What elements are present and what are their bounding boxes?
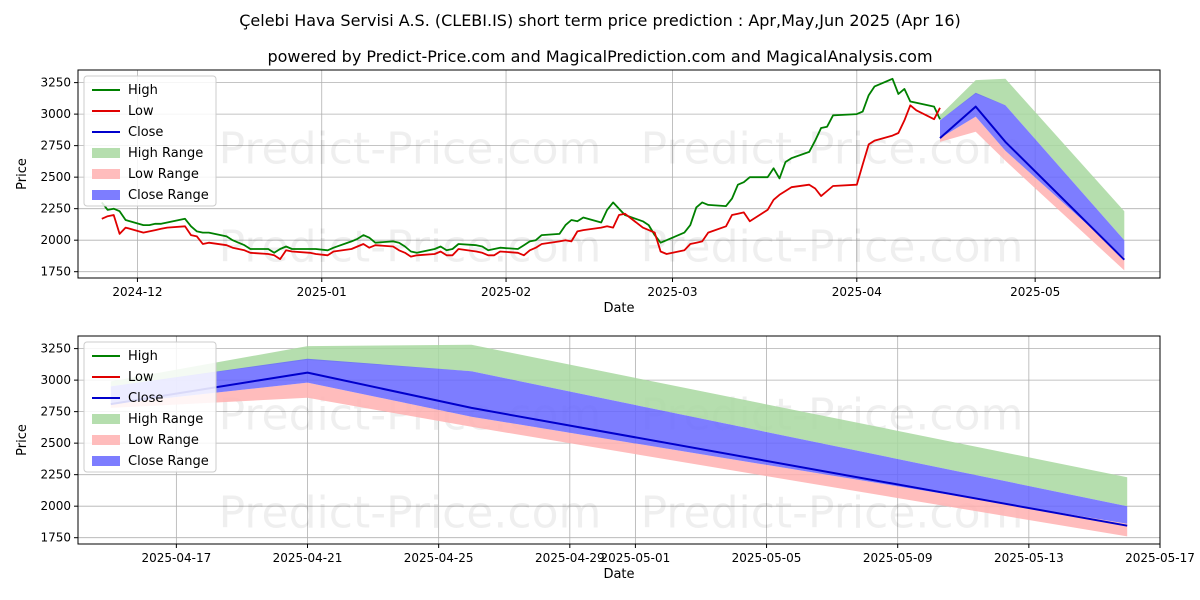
legend-label: Close Range <box>128 454 209 469</box>
axes-frame <box>77 69 1161 279</box>
x-tick-label: 2025-03 <box>647 285 697 299</box>
watermark-text: Predict-Price.com <box>641 221 1024 272</box>
legend-label: Close Range <box>128 188 209 203</box>
y-tick-label: 2250 <box>40 468 71 482</box>
watermark-text: Predict-Price.com <box>219 487 602 538</box>
legend-patch-swatch <box>92 169 120 179</box>
x-tick-label: 2025-05-09 <box>863 551 933 565</box>
legend-label: High <box>128 349 158 364</box>
x-tick-label: 2024-12 <box>112 285 162 299</box>
y-tick-label: 2250 <box>40 202 71 216</box>
y-tick-label: 2000 <box>40 233 71 247</box>
low-range-band <box>940 116 1125 271</box>
tick-labels: 2025-04-17 2025-04-21 2025-04-25 2025-04-29… <box>40 342 1194 565</box>
high-line <box>101 77 941 254</box>
y-tick-label: 3000 <box>40 373 71 387</box>
x-tick-label: 2025-04-21 <box>273 551 343 565</box>
x-tick-label: 2025-05-13 <box>994 551 1064 565</box>
legend-label: High <box>128 83 158 98</box>
legend-label: Low Range <box>128 167 199 182</box>
legend-label: Low <box>128 104 154 119</box>
x-axis-label: Date <box>603 567 634 582</box>
y-tick-label: 2500 <box>40 170 71 184</box>
x-tick-label: 2025-04-17 <box>141 551 211 565</box>
y-tick-label: 1750 <box>40 531 71 545</box>
x-tick-label: 2025-05-01 <box>601 551 671 565</box>
y-axis-label: Price <box>15 158 30 190</box>
x-tick-label: 2025-05-05 <box>732 551 802 565</box>
x-tick-label: 2025-05 <box>1010 285 1060 299</box>
legend-label: High Range <box>128 412 203 427</box>
y-tick-label: 3250 <box>40 342 71 356</box>
y-tick-label: 2000 <box>40 499 71 513</box>
y-axis-label: Price <box>15 424 30 456</box>
high-range-band <box>110 344 1128 507</box>
legend: High Low Close High Range Low Range Close Ran… <box>83 75 217 207</box>
close-range-band <box>940 92 1125 258</box>
low-line <box>101 104 941 261</box>
legend-patch-swatch <box>92 414 120 424</box>
axes-frame <box>77 335 1161 545</box>
x-tick-label: 2025-01 <box>297 285 347 299</box>
x-tick-label: 2025-04 <box>832 285 882 299</box>
legend-label: High Range <box>128 146 203 161</box>
x-tick-label: 2025-04-25 <box>404 551 474 565</box>
x-tick-label: 2025-02 <box>481 285 531 299</box>
top-panel: Predict-Price.com Predict-Price.com Predic… <box>15 69 1161 316</box>
x-axis-label: Date <box>603 301 634 316</box>
high-range-band <box>940 78 1125 241</box>
x-tick-label: 2025-04-29 <box>535 551 605 565</box>
watermark-text: Predict-Price.com <box>219 124 602 175</box>
watermark-text: Predict-Price.com <box>219 221 602 272</box>
legend-patch-swatch <box>92 456 120 466</box>
legend-patch-swatch <box>92 190 120 200</box>
y-tick-label: 2750 <box>40 139 71 153</box>
y-tick-label: 3250 <box>40 76 71 90</box>
y-tick-label: 2750 <box>40 405 71 419</box>
chart-subtitle: powered by Predict-Price.com and Magical… <box>267 47 932 66</box>
legend: High Low Close High Range Low Range Close Ran… <box>83 341 217 473</box>
legend-label: Low Range <box>128 433 199 448</box>
plot-area <box>101 77 1126 271</box>
legend-label: Low <box>128 370 154 385</box>
legend-label: Close <box>128 391 163 406</box>
x-tick-label: 2025-05-17 <box>1125 551 1195 565</box>
close-line <box>939 105 1126 261</box>
y-tick-label: 1750 <box>40 265 71 279</box>
legend-label: Close <box>128 125 163 140</box>
tick-labels: 2024-12 2025-01 2025-02 2025-03 2025-04 2025-… <box>40 76 1060 299</box>
y-tick-label: 3000 <box>40 107 71 121</box>
chart-title: Çelebi Hava Servisi A.S. (CLEBI.IS) shor… <box>239 11 961 30</box>
legend-patch-swatch <box>92 435 120 445</box>
legend-patch-swatch <box>92 148 120 158</box>
y-tick-label: 2500 <box>40 436 71 450</box>
